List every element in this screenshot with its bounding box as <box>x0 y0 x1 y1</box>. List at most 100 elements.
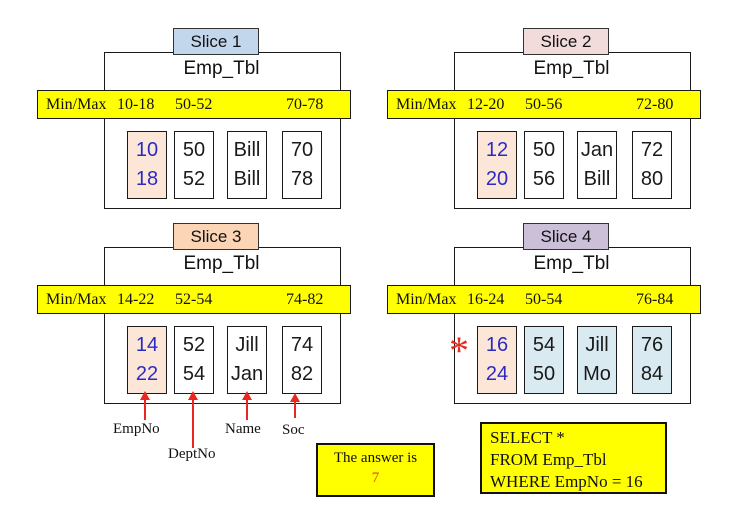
slice-2-tab: Slice 2 <box>523 28 609 55</box>
slice-1-minmax-bar: Min/Max 10-18 50-52 70-78 <box>37 90 351 119</box>
cell-value: Jan <box>230 363 264 386</box>
cell-value: Jill <box>235 333 259 356</box>
arrow-up-soc-icon <box>290 393 300 418</box>
cell-value: 50 <box>532 363 556 386</box>
slice-2-minmax-bar: Min/Max 12-20 50-56 72-80 <box>387 90 701 119</box>
cell-name: Jill Jan <box>227 326 267 394</box>
cell-value: 52 <box>182 333 206 356</box>
slice-1-title: Slice 1 <box>190 31 242 51</box>
cell-value: Bill <box>233 138 261 161</box>
match-marker-asterisk: * <box>449 328 469 373</box>
cell-name: Jan Bill <box>577 131 617 199</box>
cell-empno: 10 18 <box>127 131 167 199</box>
cell-value: 50 <box>182 138 206 161</box>
cell-value: Jill <box>585 333 609 356</box>
cell-value: 72 <box>640 138 664 161</box>
minmax-range-deptno: 50-56 <box>525 96 563 113</box>
sql-query-box: SELECT * FROM Emp_Tbl WHERE EmpNo = 16 <box>480 422 667 494</box>
cell-value: 74 <box>290 333 314 356</box>
cell-name: Jill Mo <box>577 326 617 394</box>
cell-value: 14 <box>135 333 159 356</box>
cell-value: 16 <box>485 333 509 356</box>
answer-box: The answer is 7 <box>316 443 435 497</box>
cell-soc: 74 82 <box>282 326 322 394</box>
minmax-range-deptno: 50-54 <box>525 291 563 308</box>
cell-value: 54 <box>182 363 206 386</box>
slice-1-tab: Slice 1 <box>173 28 259 55</box>
slice-3-table-name: Emp_Tbl <box>183 253 260 274</box>
cell-value: 76 <box>640 333 664 356</box>
minmax-range-empno: 10-18 <box>117 96 155 113</box>
column-label-deptno: DeptNo <box>168 446 216 462</box>
minmax-range-soc: 70-78 <box>286 96 324 113</box>
arrow-up-name-icon <box>242 391 252 420</box>
cell-value: 18 <box>135 168 159 191</box>
cell-value: 70 <box>290 138 314 161</box>
answer-text: The answer is <box>333 450 418 466</box>
cell-empno: 16 24 <box>477 326 517 394</box>
sql-line-where: WHERE EmpNo = 16 <box>490 472 643 491</box>
column-label-empno: EmpNo <box>113 421 160 437</box>
cell-value: 50 <box>532 138 556 161</box>
answer-value: 7 <box>371 470 380 486</box>
slice-4-table-name: Emp_Tbl <box>533 253 610 274</box>
cell-deptno: 52 54 <box>174 326 214 394</box>
cell-empno: 12 20 <box>477 131 517 199</box>
cell-value: 56 <box>532 168 556 191</box>
cell-soc: 76 84 <box>632 326 672 394</box>
minmax-label: Min/Max <box>396 291 457 308</box>
slice-3-tab: Slice 3 <box>173 223 259 250</box>
cell-soc: 70 78 <box>282 131 322 199</box>
slice-2-table-name: Emp_Tbl <box>533 58 610 79</box>
cell-value: 52 <box>182 168 206 191</box>
cell-soc: 72 80 <box>632 131 672 199</box>
cell-deptno: 50 52 <box>174 131 214 199</box>
minmax-label: Min/Max <box>46 291 107 308</box>
cell-deptno: 54 50 <box>524 326 564 394</box>
minmax-range-empno: 16-24 <box>467 291 505 308</box>
cell-name: Bill Bill <box>227 131 267 199</box>
column-label-name: Name <box>225 421 261 437</box>
sql-line-from: FROM Emp_Tbl <box>490 450 607 469</box>
cell-value: Jan <box>580 138 614 161</box>
slice-2-group: Slice 2 Emp_Tbl Min/Max 12-20 50-56 72-8… <box>387 28 703 210</box>
minmax-label: Min/Max <box>396 96 457 113</box>
sql-line-select: SELECT * <box>490 428 565 447</box>
cell-empno: 14 22 <box>127 326 167 394</box>
cell-value: 84 <box>640 363 664 386</box>
minmax-range-soc: 72-80 <box>636 96 674 113</box>
minmax-range-soc: 76-84 <box>636 291 674 308</box>
arrow-up-deptno-icon <box>188 391 198 448</box>
slice-1-group: Slice 1 Emp_Tbl Min/Max 10-18 50-52 70-7… <box>37 28 353 210</box>
cell-value: 24 <box>485 363 509 386</box>
minmax-range-empno: 14-22 <box>117 291 155 308</box>
cell-value: 12 <box>485 138 509 161</box>
slice-4-title: Slice 4 <box>540 226 592 246</box>
arrow-up-empno-icon <box>140 391 150 420</box>
slice-3-group: Slice 3 Emp_Tbl Min/Max 14-22 52-54 74-8… <box>37 223 353 405</box>
cell-value: 54 <box>532 333 556 356</box>
minmax-range-soc: 74-82 <box>286 291 324 308</box>
cell-value: 10 <box>135 138 159 161</box>
cell-value: 78 <box>290 168 314 191</box>
cell-value: Bill <box>233 168 261 191</box>
cell-value: 82 <box>290 363 314 386</box>
cell-deptno: 50 56 <box>524 131 564 199</box>
slice-4-tab: Slice 4 <box>523 223 609 250</box>
cell-value: Mo <box>583 363 611 386</box>
minmax-range-deptno: 52-54 <box>175 291 213 308</box>
cell-value: 22 <box>135 363 159 386</box>
cell-value: Bill <box>583 168 611 191</box>
slice-4-minmax-bar: Min/Max 16-24 50-54 76-84 <box>387 285 701 314</box>
cell-value: 80 <box>640 168 664 191</box>
minmax-range-empno: 12-20 <box>467 96 505 113</box>
slice-4-group: Slice 4 Emp_Tbl Min/Max 16-24 50-54 76-8… <box>387 223 703 405</box>
slice-3-minmax-bar: Min/Max 14-22 52-54 74-82 <box>37 285 351 314</box>
minmax-label: Min/Max <box>46 96 107 113</box>
cell-value: 20 <box>485 168 509 191</box>
slice-3-title: Slice 3 <box>190 226 242 246</box>
slice-1-table-name: Emp_Tbl <box>183 58 260 79</box>
column-label-soc: Soc <box>282 422 305 438</box>
minmax-range-deptno: 50-52 <box>175 96 213 113</box>
